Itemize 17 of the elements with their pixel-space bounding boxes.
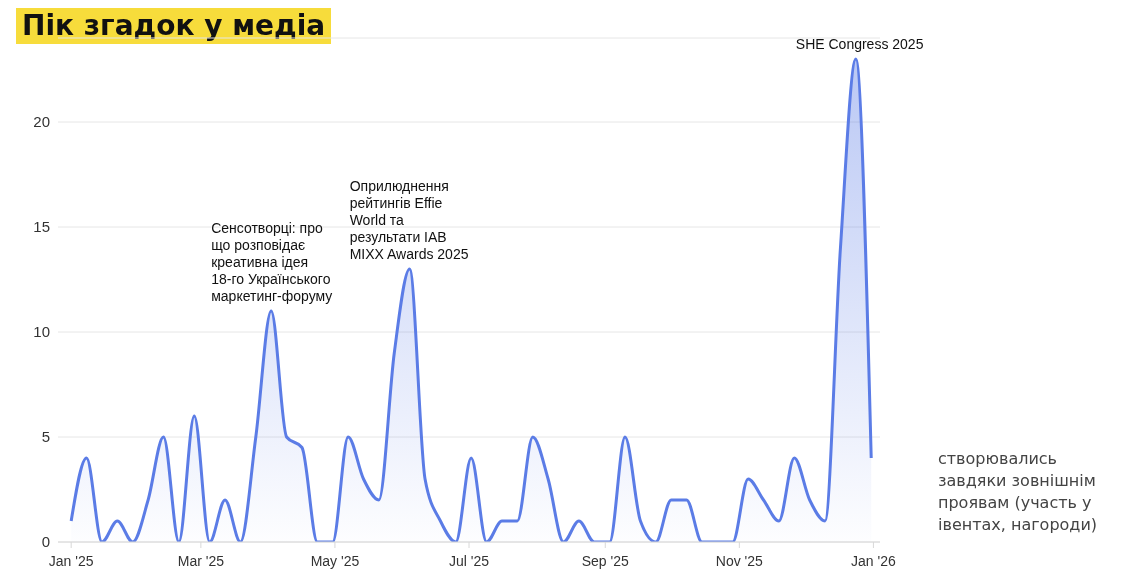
x-tick-label: Jan '26 (851, 552, 896, 569)
chart-title: Пік згадок у медіа (16, 8, 332, 44)
text: створювались завдяки зовнішнім проявам (участь у івентах, нагороди) (938, 448, 1099, 536)
x-tick-label: Mar '25 (177, 552, 225, 569)
annotation: Сенсотворці: про що розповідає креативна ідея 18-го Українського маркетинг-форуму (211, 220, 333, 304)
x-tick-label: Jan '25 (48, 552, 94, 569)
annotation: Оприлюднення рейтингів Effie World та результати IAB MIXX Awards 2025 (349, 178, 469, 262)
annotation: SHE Congress 2025 (795, 36, 924, 52)
y-tick-label: 15 (33, 218, 50, 236)
x-tick-label: Sep '25 (581, 552, 629, 569)
y-tick-label: 5 (41, 428, 50, 446)
x-tick-label: Jul '25 (448, 552, 490, 569)
y-tick-label: 10 (33, 323, 50, 341)
y-tick-label: 0 (41, 533, 50, 551)
y-tick-label: 20 (33, 113, 50, 131)
x-tick-label: Nov '25 (715, 552, 764, 569)
x-tick-label: May '25 (310, 552, 360, 569)
